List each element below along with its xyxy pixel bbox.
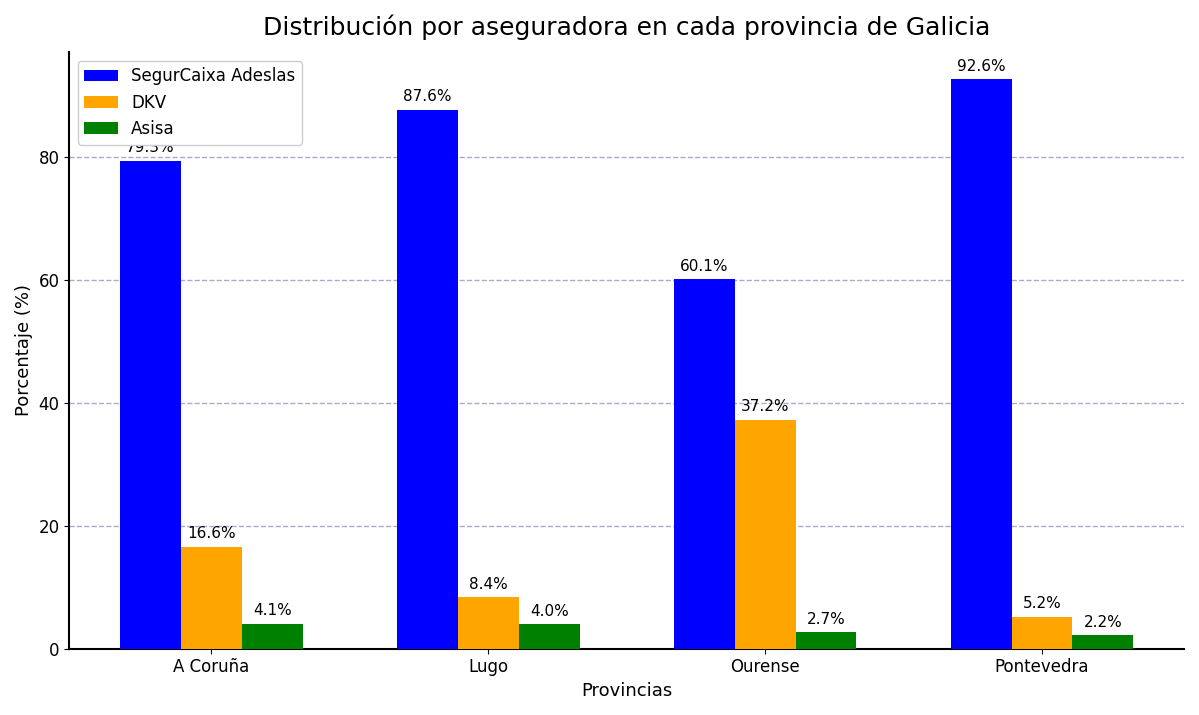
Text: 2.7%: 2.7%	[807, 611, 845, 626]
Bar	[735, 420, 796, 649]
Text: 5.2%: 5.2%	[1023, 596, 1061, 611]
Text: 4.1%: 4.1%	[253, 603, 291, 618]
Title: Distribución por aseguradora en cada provincia de Galicia: Distribución por aseguradora en cada pro…	[263, 15, 990, 41]
Text: 4.0%: 4.0%	[530, 603, 568, 618]
Bar	[242, 623, 303, 649]
Text: 92.6%: 92.6%	[957, 59, 1006, 74]
Bar	[120, 161, 181, 649]
Bar	[397, 110, 458, 649]
Text: 2.2%: 2.2%	[1084, 615, 1122, 630]
Text: 37.2%: 37.2%	[741, 400, 789, 415]
Text: 60.1%: 60.1%	[680, 259, 729, 274]
Bar	[674, 279, 735, 649]
Bar	[1072, 635, 1133, 649]
X-axis label: Provincias: Provincias	[582, 682, 673, 700]
Legend: SegurCaixa Adeslas, DKV, Asisa: SegurCaixa Adeslas, DKV, Asisa	[78, 61, 302, 144]
Text: 16.6%: 16.6%	[187, 526, 236, 541]
Bar	[796, 632, 856, 649]
Bar	[458, 597, 519, 649]
Bar	[181, 547, 242, 649]
Bar	[951, 79, 1012, 649]
Text: 79.3%: 79.3%	[126, 140, 175, 155]
Bar	[519, 624, 579, 649]
Bar	[1012, 617, 1072, 649]
Text: 87.6%: 87.6%	[403, 89, 452, 104]
Y-axis label: Porcentaje (%): Porcentaje (%)	[16, 285, 34, 416]
Text: 8.4%: 8.4%	[469, 576, 507, 591]
